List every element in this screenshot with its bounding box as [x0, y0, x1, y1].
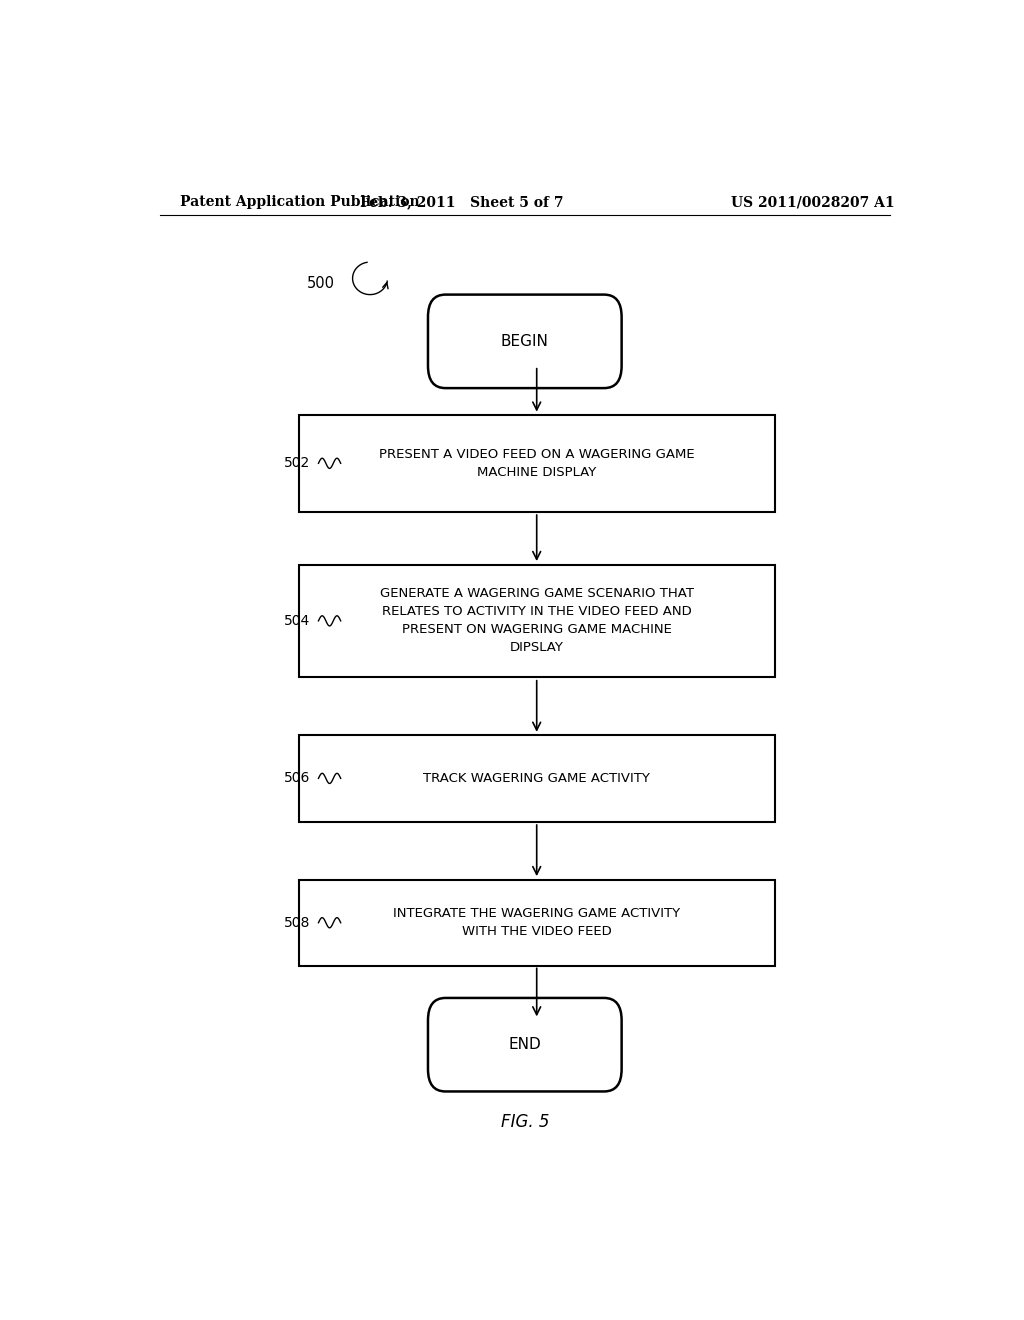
Bar — [299, 414, 775, 512]
Text: Patent Application Publication: Patent Application Publication — [179, 195, 419, 209]
Text: 500: 500 — [306, 276, 334, 290]
Text: PRESENT A VIDEO FEED ON A WAGERING GAME
MACHINE DISPLAY: PRESENT A VIDEO FEED ON A WAGERING GAME … — [379, 447, 694, 479]
Text: BEGIN: BEGIN — [501, 334, 549, 348]
Text: GENERATE A WAGERING GAME SCENARIO THAT
RELATES TO ACTIVITY IN THE VIDEO FEED AND: GENERATE A WAGERING GAME SCENARIO THAT R… — [380, 587, 693, 655]
Text: TRACK WAGERING GAME ACTIVITY: TRACK WAGERING GAME ACTIVITY — [423, 772, 650, 785]
Text: Feb. 3, 2011   Sheet 5 of 7: Feb. 3, 2011 Sheet 5 of 7 — [359, 195, 563, 209]
Bar — [299, 879, 775, 966]
Bar — [299, 735, 775, 821]
Text: US 2011/0028207 A1: US 2011/0028207 A1 — [731, 195, 895, 209]
Text: 504: 504 — [285, 614, 310, 628]
Bar — [299, 565, 775, 677]
Text: INTEGRATE THE WAGERING GAME ACTIVITY
WITH THE VIDEO FEED: INTEGRATE THE WAGERING GAME ACTIVITY WIT… — [393, 907, 680, 939]
Text: 506: 506 — [284, 771, 310, 785]
FancyBboxPatch shape — [428, 294, 622, 388]
FancyBboxPatch shape — [428, 998, 622, 1092]
Text: 502: 502 — [285, 457, 310, 470]
Text: END: END — [509, 1038, 541, 1052]
Text: 508: 508 — [284, 916, 310, 929]
Text: FIG. 5: FIG. 5 — [501, 1113, 549, 1131]
